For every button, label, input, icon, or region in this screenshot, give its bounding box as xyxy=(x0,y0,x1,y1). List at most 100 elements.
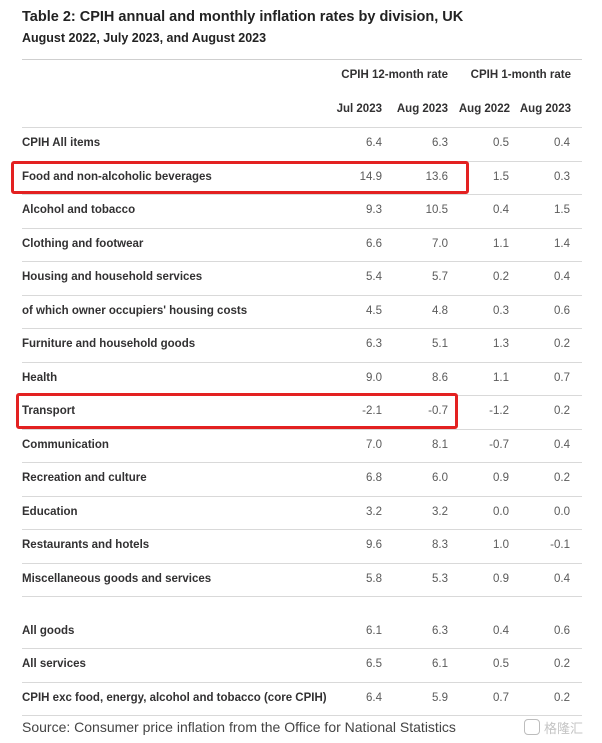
row-label: CPIH All items xyxy=(22,137,101,149)
row-value: 0.0 xyxy=(493,506,509,518)
row-value: 6.3 xyxy=(366,338,382,350)
row-value: 0.2 xyxy=(554,405,570,417)
table-row: of which owner occupiers' housing costs 4… xyxy=(22,295,582,328)
highlight-box-transport xyxy=(16,393,458,429)
row-label: Education xyxy=(22,506,78,518)
table-row: Alcohol and tobacco 9.3 10.5 0.4 1.5 xyxy=(22,194,582,227)
row-value: 0.4 xyxy=(554,439,570,451)
row-divider xyxy=(22,563,582,564)
table-row: Transport -2.1 -0.7 -1.2 0.2 xyxy=(22,395,582,428)
row-value: -0.7 xyxy=(428,405,448,417)
table-row: Recreation and culture 6.8 6.0 0.9 0.2 xyxy=(22,462,582,495)
row-value: 0.6 xyxy=(554,625,570,637)
row-value: 7.0 xyxy=(432,238,448,250)
table-row: Food and non-alcoholic beverages 14.9 13.6… xyxy=(22,161,582,194)
row-value: 0.2 xyxy=(554,338,570,350)
row-value: 14.9 xyxy=(359,171,382,183)
row-value: 9.3 xyxy=(366,204,382,216)
row-value: 0.7 xyxy=(554,372,570,384)
table-row: CPIH All items 6.4 6.3 0.5 0.4 xyxy=(22,127,582,160)
row-label: Health xyxy=(22,372,58,384)
row-divider xyxy=(22,715,582,716)
row-value: 1.5 xyxy=(554,204,570,216)
row-value: 0.9 xyxy=(493,472,509,484)
row-value: 6.6 xyxy=(366,238,382,250)
header-top-rule xyxy=(22,59,582,60)
row-divider xyxy=(22,429,582,430)
row-value: 5.9 xyxy=(432,692,448,704)
row-value: 0.2 xyxy=(554,472,570,484)
table-row: Communication 7.0 8.1 -0.7 0.4 xyxy=(22,429,582,462)
row-value: 4.5 xyxy=(366,305,382,317)
row-value: 3.2 xyxy=(432,506,448,518)
row-divider xyxy=(22,328,582,329)
col-header-aug-2022: Aug 2022 xyxy=(458,103,510,115)
row-divider xyxy=(22,648,582,649)
table-row: Housing and household services 5.4 5.7 0.2 0… xyxy=(22,261,582,294)
highlight-box-food xyxy=(11,161,469,194)
row-value: 5.7 xyxy=(432,271,448,283)
row-value: 0.0 xyxy=(554,506,570,518)
row-divider xyxy=(22,682,582,683)
table-row: Restaurants and hotels 9.6 8.3 1.0 -0.1 xyxy=(22,529,582,562)
watermark-text: 格隆汇 xyxy=(544,720,584,736)
row-value: 6.0 xyxy=(432,472,448,484)
gelonghui-logo-icon xyxy=(524,719,540,735)
row-value: 1.1 xyxy=(493,238,509,250)
row-label: All services xyxy=(22,658,86,670)
row-value: 7.0 xyxy=(366,439,382,451)
row-value: 0.4 xyxy=(554,573,570,585)
header-group-12-month: CPIH 12-month rate xyxy=(341,69,448,81)
row-divider xyxy=(22,362,582,363)
row-label: CPIH exc food, energy, alcohol and tobac… xyxy=(22,692,327,704)
table-subtitle: August 2022, July 2023, and August 2023 xyxy=(22,31,267,45)
row-value: 10.5 xyxy=(425,204,448,216)
row-value: 1.4 xyxy=(554,238,570,250)
table-row: Education 3.2 3.2 0.0 0.0 xyxy=(22,496,582,529)
row-label: Miscellaneous goods and services xyxy=(22,573,212,585)
table-row: All services 6.5 6.1 0.5 0.2 xyxy=(22,648,582,681)
row-divider xyxy=(22,496,582,497)
row-value: 6.1 xyxy=(432,658,448,670)
row-value: 0.2 xyxy=(554,658,570,670)
row-value: 6.3 xyxy=(432,137,448,149)
row-value: 0.5 xyxy=(493,137,509,149)
row-value: 6.3 xyxy=(432,625,448,637)
row-value: 0.3 xyxy=(493,305,509,317)
row-value: 13.6 xyxy=(425,171,448,183)
row-divider xyxy=(22,596,582,597)
row-value: 4.8 xyxy=(432,305,448,317)
row-value: 1.0 xyxy=(493,539,509,551)
row-label: of which owner occupiers' housing costs xyxy=(22,305,248,317)
table-row: Health 9.0 8.6 1.1 0.7 xyxy=(22,362,582,395)
row-value: 0.9 xyxy=(493,573,509,585)
row-label: Communication xyxy=(22,439,109,451)
row-label: Restaurants and hotels xyxy=(22,539,150,551)
row-label: Furniture and household goods xyxy=(22,338,196,350)
row-label: All goods xyxy=(22,625,75,637)
row-value: 0.4 xyxy=(493,625,509,637)
row-value: 0.4 xyxy=(554,137,570,149)
row-label: Recreation and culture xyxy=(22,472,147,484)
row-value: 0.5 xyxy=(493,658,509,670)
table-row: Miscellaneous goods and services 5.8 5.3 0.… xyxy=(22,563,582,596)
row-value: 0.4 xyxy=(493,204,509,216)
source-note: Source: Consumer price inflation from th… xyxy=(22,719,456,735)
row-value: 5.3 xyxy=(432,573,448,585)
row-label: Housing and household services xyxy=(22,271,203,283)
row-value: 6.1 xyxy=(366,625,382,637)
row-divider xyxy=(22,228,582,229)
row-value: 6.4 xyxy=(366,137,382,149)
row-value: -0.1 xyxy=(550,539,570,551)
row-divider xyxy=(22,261,582,262)
header-group-1-month: CPIH 1-month rate xyxy=(470,69,571,81)
row-value: 1.1 xyxy=(493,372,509,384)
table-row: All goods 6.1 6.3 0.4 0.6 xyxy=(22,615,582,648)
row-label: Transport xyxy=(22,405,76,417)
row-value: 5.4 xyxy=(366,271,382,283)
row-divider xyxy=(22,529,582,530)
row-value: -2.1 xyxy=(362,405,382,417)
row-value: 8.3 xyxy=(432,539,448,551)
row-value: 8.6 xyxy=(432,372,448,384)
row-label: Food and non-alcoholic beverages xyxy=(22,171,212,183)
